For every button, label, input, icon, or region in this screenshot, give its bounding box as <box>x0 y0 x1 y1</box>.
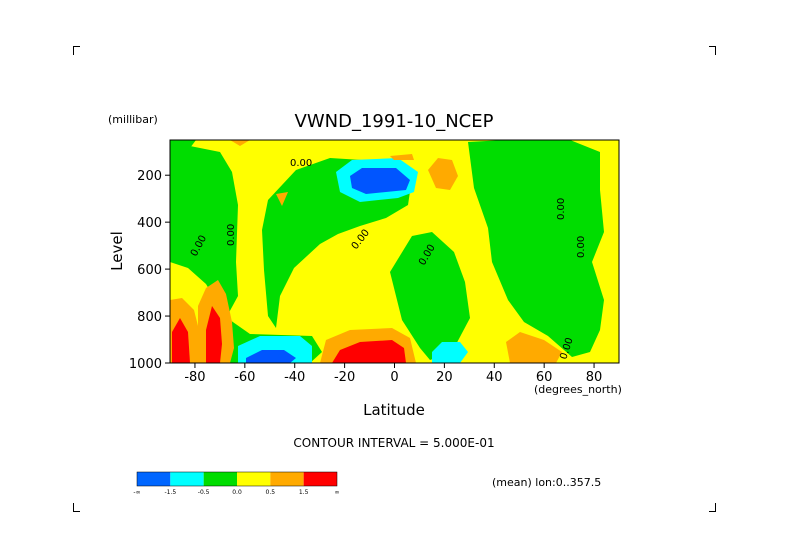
contour-region-negative-1 <box>170 146 238 318</box>
corner-mark-top-right <box>709 46 716 55</box>
y-tick-label: 400 <box>137 216 162 231</box>
y-axis-ticks: 1000 800 600 400 200 <box>129 169 170 372</box>
contour-region-positive-4 <box>428 158 458 190</box>
plot-area: 0.00 0.00 0.00 0.00 0.00 0.00 0.00 0.00 <box>170 140 619 363</box>
colorbar-label: 0.5 <box>266 489 276 496</box>
contour-label: 0.00 <box>226 224 237 246</box>
corner-mark-bottom-right <box>709 503 716 512</box>
colorbar-label: -0.5 <box>198 489 210 496</box>
x-tick-label: -40 <box>284 370 305 385</box>
colorbar-label: -1.5 <box>164 489 176 496</box>
contour-region-positive-5 <box>506 332 562 363</box>
colorbar-swatch <box>203 472 237 486</box>
colorbar-label: ∞ <box>335 489 340 496</box>
colorbar-swatch <box>237 472 271 486</box>
contour-region-negative-4 <box>390 232 470 360</box>
y-axis-label: Level <box>108 231 126 271</box>
colorbar-label: 1.5 <box>299 489 309 496</box>
x-tick-label: -80 <box>184 370 205 385</box>
subset-info-text: (mean) lon:0..357.5 <box>492 476 601 489</box>
contour-region-negative-2 <box>262 158 412 328</box>
corner-mark-bottom-left <box>73 503 80 512</box>
colorbar-swatch <box>270 472 304 486</box>
colorbar-frame <box>136 471 338 487</box>
colorbar-swatch <box>303 472 337 486</box>
x-units-label: (degrees_north) <box>534 383 622 396</box>
colorbar-swatch <box>170 472 204 486</box>
contour-interval-text: CONTOUR INTERVAL = 5.000E-01 <box>293 436 494 450</box>
colorbar-label: -∞ <box>133 489 140 496</box>
y-tick-label: 200 <box>137 169 162 184</box>
colorbar-label: 0.0 <box>232 489 242 496</box>
x-tick-label: 80 <box>586 370 603 385</box>
y-units-label: (millibar) <box>108 113 158 126</box>
colorbar: -∞ -1.5 -0.5 0.0 0.5 1.5 ∞ <box>133 471 340 496</box>
contour-region-negative-3 <box>468 140 604 357</box>
contour-region-strong-negative-1 <box>350 168 410 194</box>
contour-region-strong-positive-1 <box>172 318 190 363</box>
chart-title: VWND_1991-10_NCEP <box>295 111 494 132</box>
contour-label: 0.00 <box>576 236 587 258</box>
contour-region-strong-positive-3 <box>332 340 406 363</box>
contour-region-negative-9 <box>432 342 468 363</box>
contour-region-strong-positive-2 <box>206 306 222 363</box>
contour-label: 0.00 <box>290 158 312 169</box>
contour-region-strong-negative-2 <box>246 350 296 363</box>
colorbar-swatch <box>137 472 171 486</box>
x-axis-label: Latitude <box>363 401 425 419</box>
y-tick-label: 1000 <box>129 357 162 372</box>
x-tick-label: -60 <box>234 370 255 385</box>
x-axis-ticks: -80 -60 -40 -20 0 20 40 60 80 <box>184 363 602 385</box>
contour-region-positive-7 <box>230 140 250 146</box>
contour-label: 0.00 <box>556 198 567 220</box>
x-tick-label: 20 <box>436 370 453 385</box>
x-tick-label: 40 <box>486 370 503 385</box>
x-tick-label: 0 <box>390 370 398 385</box>
contour-region-positive-8 <box>390 154 414 160</box>
y-tick-label: 600 <box>137 263 162 278</box>
y-tick-label: 800 <box>137 310 162 325</box>
contour-region-negative-5 <box>170 140 196 150</box>
x-tick-label: -20 <box>334 370 355 385</box>
contour-region-positive-6 <box>276 192 288 206</box>
x-tick-label: 60 <box>536 370 553 385</box>
corner-mark-top-left <box>73 46 80 55</box>
